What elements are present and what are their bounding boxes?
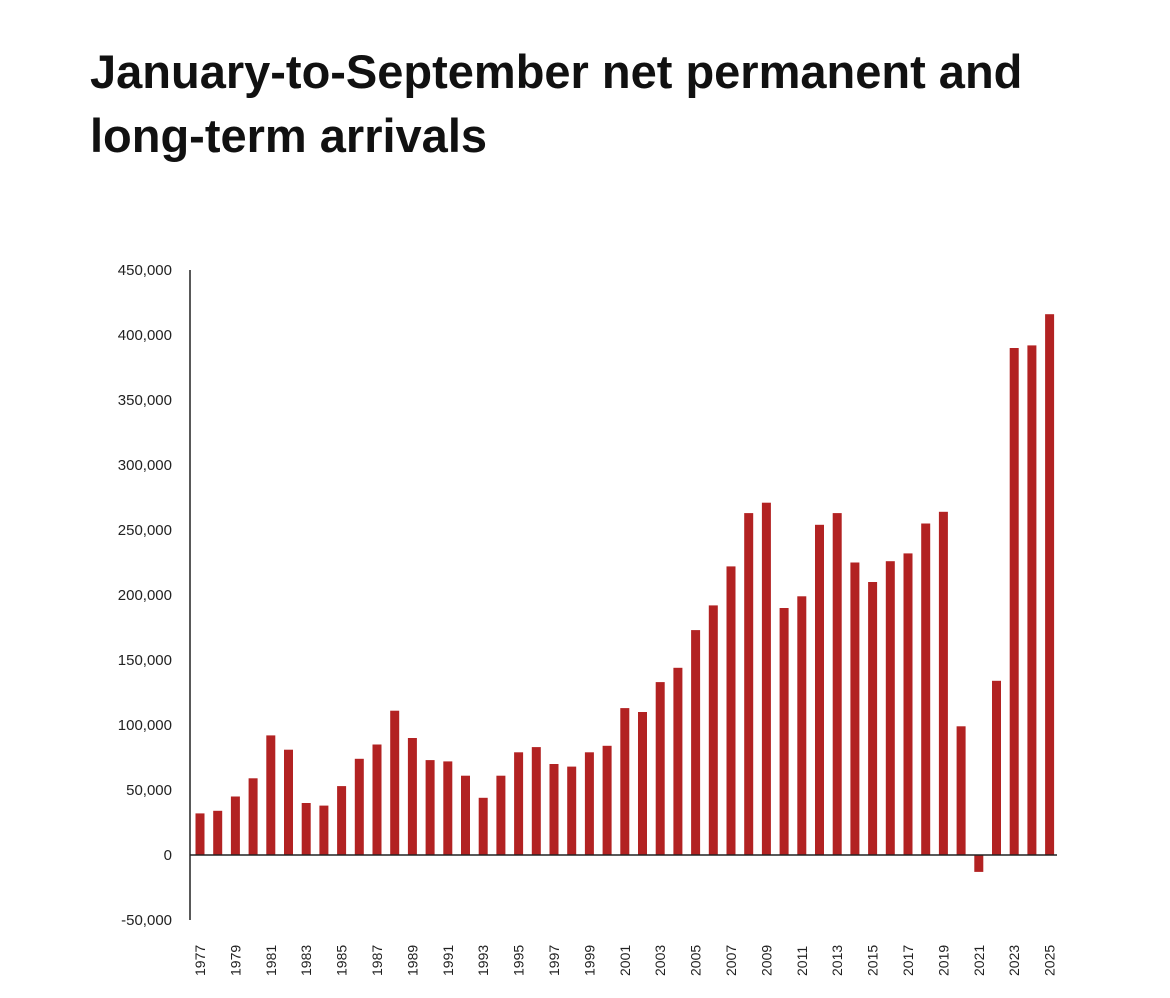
x-tick-label: 1979 (227, 945, 243, 976)
y-tick-label: 50,000 (126, 782, 172, 799)
x-tick-label: 2021 (971, 945, 987, 976)
bar-1979 (230, 796, 240, 855)
x-tick-label: 2023 (1006, 945, 1022, 976)
y-tick-label: 200,000 (118, 587, 172, 604)
bar-1997 (549, 764, 559, 855)
y-tick-label: -50,000 (121, 912, 172, 929)
bar-2020 (956, 726, 966, 855)
y-tick-label: 100,000 (118, 717, 172, 734)
bar-2025 (1045, 314, 1055, 855)
x-tick-label: 2025 (1042, 945, 1058, 976)
bar-2011 (797, 596, 807, 855)
y-tick-label: 250,000 (118, 522, 172, 539)
x-tick-label: 2017 (900, 945, 916, 976)
x-tick-label: 1997 (546, 945, 562, 976)
y-tick-label: 350,000 (118, 392, 172, 409)
bar-2007 (726, 566, 736, 855)
bar-2009 (761, 502, 771, 855)
x-tick-label: 1977 (192, 945, 208, 976)
bar-1993 (478, 797, 488, 855)
bar-1989 (407, 738, 417, 855)
y-tick-label: 300,000 (118, 457, 172, 474)
bar-2024 (1027, 345, 1037, 855)
bar-1983 (301, 803, 311, 855)
bar-2013 (832, 513, 842, 855)
bar-1991 (443, 761, 453, 855)
x-tick-label: 1991 (440, 945, 456, 976)
bar-1980 (248, 778, 258, 855)
bar-2014 (850, 562, 860, 855)
bar-2002 (638, 712, 647, 855)
bar-2016 (885, 561, 895, 855)
bar-1984 (319, 805, 329, 855)
bar-2019 (938, 511, 948, 855)
chart-title: January-to-September net permanent and l… (90, 45, 1023, 162)
bar-2015 (868, 582, 878, 855)
bar-2003 (655, 682, 665, 855)
bar-2006 (708, 605, 718, 855)
bar-2022 (992, 680, 1001, 855)
x-tick-label: 2005 (688, 945, 704, 976)
bar-1987 (372, 744, 382, 855)
bar-2004 (673, 667, 683, 855)
x-tick-label: 2015 (865, 945, 881, 976)
bar-1977 (195, 813, 205, 855)
x-tick-label: 2011 (794, 946, 810, 976)
x-tick-label: 2009 (758, 945, 774, 976)
bar-1986 (354, 758, 364, 855)
y-tick-label: 450,000 (118, 262, 172, 279)
bar-1996 (531, 747, 541, 855)
bar-1988 (390, 710, 400, 855)
x-tick-label: 2019 (935, 945, 951, 976)
bar-2010 (779, 608, 789, 855)
bar-2012 (815, 524, 824, 855)
x-tick-label: 2001 (617, 945, 633, 976)
bar-2000 (602, 745, 612, 855)
bar-2001 (620, 708, 630, 855)
y-tick-label: 150,000 (118, 652, 172, 669)
bar-2018 (921, 523, 931, 855)
bar-2008 (744, 513, 754, 855)
x-tick-label: 1983 (298, 945, 314, 976)
bar-1982 (284, 749, 293, 855)
x-tick-label: 1995 (511, 945, 527, 976)
x-tick-label: 1999 (581, 945, 597, 976)
bar-2017 (903, 553, 913, 855)
bar-2023 (1009, 348, 1019, 855)
bar-1995 (514, 752, 524, 855)
bar-1985 (337, 786, 347, 855)
x-tick-label: 2003 (652, 945, 668, 976)
bar-1992 (461, 775, 470, 855)
x-tick-label: 1993 (475, 945, 491, 976)
x-tick-label: 1985 (334, 945, 350, 976)
bar-1978 (213, 810, 223, 855)
bar-1994 (496, 775, 506, 855)
bar-1998 (567, 766, 577, 855)
x-tick-label: 2013 (829, 945, 845, 976)
y-tick-label: 400,000 (118, 327, 172, 344)
y-tick-label: 0 (164, 847, 172, 864)
x-tick-label: 1989 (404, 945, 420, 976)
x-tick-label: 1981 (263, 945, 279, 976)
bar-2021 (974, 855, 984, 872)
x-tick-label: 2007 (723, 945, 739, 976)
bar-1990 (425, 760, 435, 855)
bar-1981 (266, 735, 276, 855)
x-tick-label: 1987 (369, 945, 385, 976)
bar-2005 (691, 630, 701, 855)
bar-1999 (584, 752, 594, 855)
